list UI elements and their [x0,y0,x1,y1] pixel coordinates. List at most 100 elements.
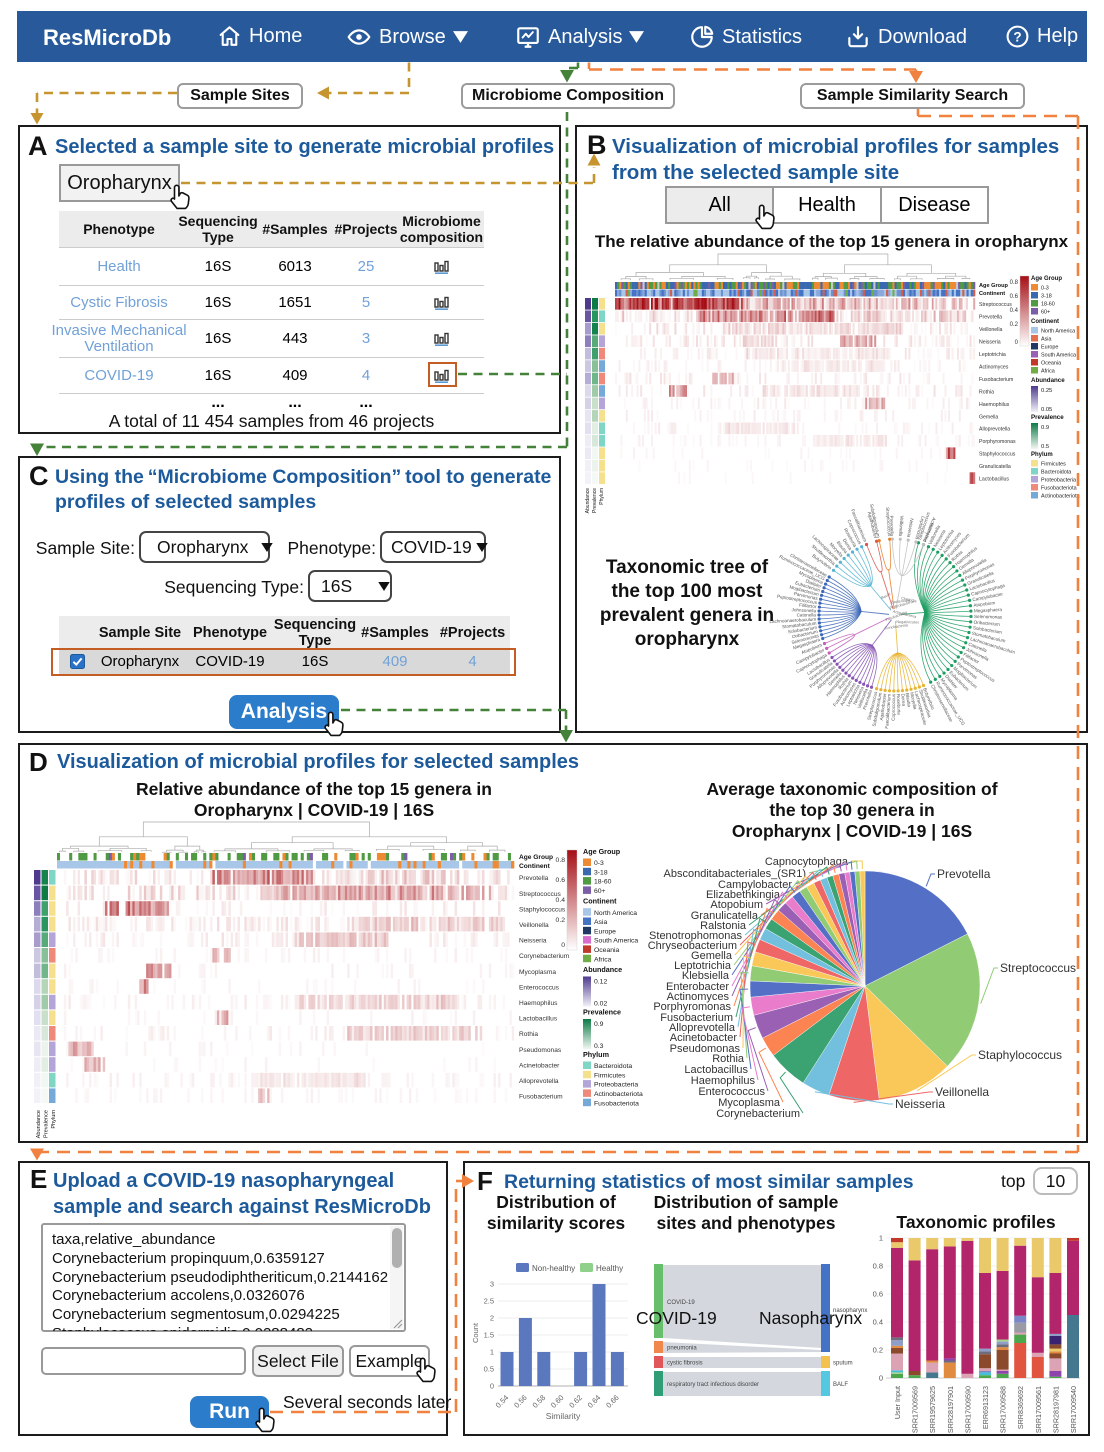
svg-text:Lactobacillus: Lactobacillus [684,1064,748,1076]
svg-text:Veillonella: Veillonella [898,515,904,536]
svg-text:Granulicatella: Granulicatella [979,464,1011,470]
svg-text:Megasphaera: Megasphaera [974,607,1003,613]
svg-text:0.56: 0.56 [512,1393,529,1410]
svg-text:0.60: 0.60 [549,1393,566,1410]
svg-text:Fusobacterium: Fusobacterium [979,377,1013,383]
svg-text:BALF: BALF [833,1382,848,1388]
svg-text:Proteobacteria: Proteobacteria [889,600,915,611]
svg-text:Haemophilus: Haemophilus [691,1075,756,1087]
svg-text:0.66: 0.66 [604,1393,621,1410]
svg-text:1.5: 1.5 [484,1331,494,1340]
svg-text:Atopobium: Atopobium [710,899,763,911]
svg-text:Neisseria: Neisseria [519,938,547,945]
svg-text:0.6: 0.6 [1010,294,1019,300]
svg-text:Non-healthy: Non-healthy [532,1264,575,1273]
svg-text:0.8: 0.8 [556,857,566,864]
svg-text:Agathobacter: Agathobacter [879,693,888,721]
svg-text:Streptococcus: Streptococcus [1000,961,1076,975]
svg-text:2.5: 2.5 [484,1297,494,1306]
svg-text:0.4: 0.4 [556,897,566,904]
svg-text:Oceania: Oceania [1041,361,1061,367]
svg-text:Staphylococcus: Staphylococcus [519,906,566,913]
svg-text:0.62: 0.62 [567,1393,584,1410]
svg-text:North America: North America [594,910,637,917]
svg-text:Veillonella: Veillonella [979,327,1002,333]
svg-text:Corynebacterium: Corynebacterium [519,953,570,960]
svg-text:0.8: 0.8 [873,1262,883,1271]
svg-text:0.4: 0.4 [873,1318,883,1327]
svg-text:Coprococcus: Coprococcus [891,693,896,721]
svg-text:0.9: 0.9 [1041,425,1049,431]
svg-text:Veillonella: Veillonella [935,1085,989,1099]
svg-text:Dorea: Dorea [842,538,853,552]
svg-text:Actinomyces: Actinomyces [667,991,730,1003]
svg-text:60+: 60+ [1041,310,1050,316]
svg-text:Dialister: Dialister [805,578,823,589]
svg-text:0.9: 0.9 [594,1021,604,1028]
svg-text:respiratory tract infectious d: respiratory tract infectious disorder [667,1382,759,1388]
svg-text:Enterobacter: Enterobacter [666,981,729,993]
svg-text:1: 1 [490,1348,494,1357]
svg-text:Prevalence: Prevalence [44,1110,50,1138]
svg-text:Porphyromonas: Porphyromonas [979,439,1016,445]
svg-text:Actinobacteriota: Actinobacteriota [594,1091,643,1098]
svg-text:0.12: 0.12 [594,979,607,986]
svg-text:0.6: 0.6 [873,1290,883,1299]
svg-text:Rothia: Rothia [519,1031,538,1038]
svg-text:Staphylococcus: Staphylococcus [979,452,1016,458]
svg-text:0.6: 0.6 [556,877,566,884]
svg-text:Granulicatella: Granulicatella [691,910,759,922]
svg-text:18-60: 18-60 [594,879,612,886]
svg-text:Healthy: Healthy [596,1264,623,1273]
svg-text:South America: South America [594,938,638,945]
svg-text:Asia: Asia [594,919,607,926]
svg-text:SRR17009590: SRR17009590 [963,1386,972,1433]
svg-text:Age Group: Age Group [1031,276,1062,282]
svg-text:nasopharynx: nasopharynx [833,1308,867,1314]
svg-text:Leptotrichia: Leptotrichia [979,352,1006,358]
svg-text:?: ? [1013,29,1021,44]
svg-text:Lactobacillus: Lactobacillus [519,1016,558,1023]
svg-text:0.64: 0.64 [586,1393,603,1410]
svg-text:Oribacterium: Oribacterium [973,620,1000,627]
svg-text:Pseudomonas: Pseudomonas [670,1043,741,1055]
svg-text:3-18: 3-18 [1041,294,1052,300]
svg-text:Actinobacteriota: Actinobacteriota [1041,494,1080,500]
svg-text:Bacteroidia: Bacteroidia [891,598,911,604]
svg-text:0: 0 [879,1374,883,1383]
svg-text:SRR19579625: SRR19579625 [928,1386,937,1433]
svg-text:Staphylococcus: Staphylococcus [978,1048,1062,1062]
svg-text:Bacteroidota: Bacteroidota [1041,470,1071,476]
svg-text:Leptotrichia: Leptotrichia [674,960,732,972]
svg-text:Phylum: Phylum [51,1110,57,1129]
svg-text:SRR17009540: SRR17009540 [1069,1386,1078,1433]
svg-text:Streptococcus: Streptococcus [979,302,1012,308]
svg-text:Subdoligranulum: Subdoligranulum [871,692,882,727]
svg-text:Mycoplasma: Mycoplasma [519,969,556,976]
svg-text:Oceania: Oceania [594,947,620,954]
svg-text:Dorea: Dorea [900,693,906,706]
svg-text:0.4: 0.4 [1010,308,1019,314]
svg-text:Abundance: Abundance [1031,377,1065,384]
svg-text:Prevotella: Prevotella [979,315,1002,321]
svg-text:Europe: Europe [594,928,616,935]
svg-text:60+: 60+ [594,888,606,895]
svg-text:Abundance: Abundance [585,488,591,514]
svg-text:Fusobacterium: Fusobacterium [519,1094,563,1101]
svg-text:SRR17009561: SRR17009561 [1034,1386,1043,1433]
svg-text:Continent: Continent [583,897,617,906]
svg-text:2: 2 [490,1314,494,1323]
svg-text:Coriobacteriia: Coriobacteriia [884,623,909,630]
svg-text:Age Group: Age Group [519,854,553,861]
svg-text:SRR8369692: SRR8369692 [1016,1386,1025,1429]
svg-text:Atopobium: Atopobium [973,600,996,608]
svg-text:Mycoplasma: Mycoplasma [718,1097,781,1109]
svg-text:Chryseobacterium: Chryseobacterium [648,940,737,952]
svg-text:Continent: Continent [1031,319,1059,325]
svg-text:0: 0 [561,942,565,949]
svg-text:Ralstonia: Ralstonia [700,920,747,932]
svg-text:Catonella: Catonella [797,613,817,618]
svg-text:Selenomonas: Selenomonas [974,614,1003,620]
svg-text:0: 0 [1015,340,1019,346]
svg-text:0.3: 0.3 [594,1043,604,1050]
